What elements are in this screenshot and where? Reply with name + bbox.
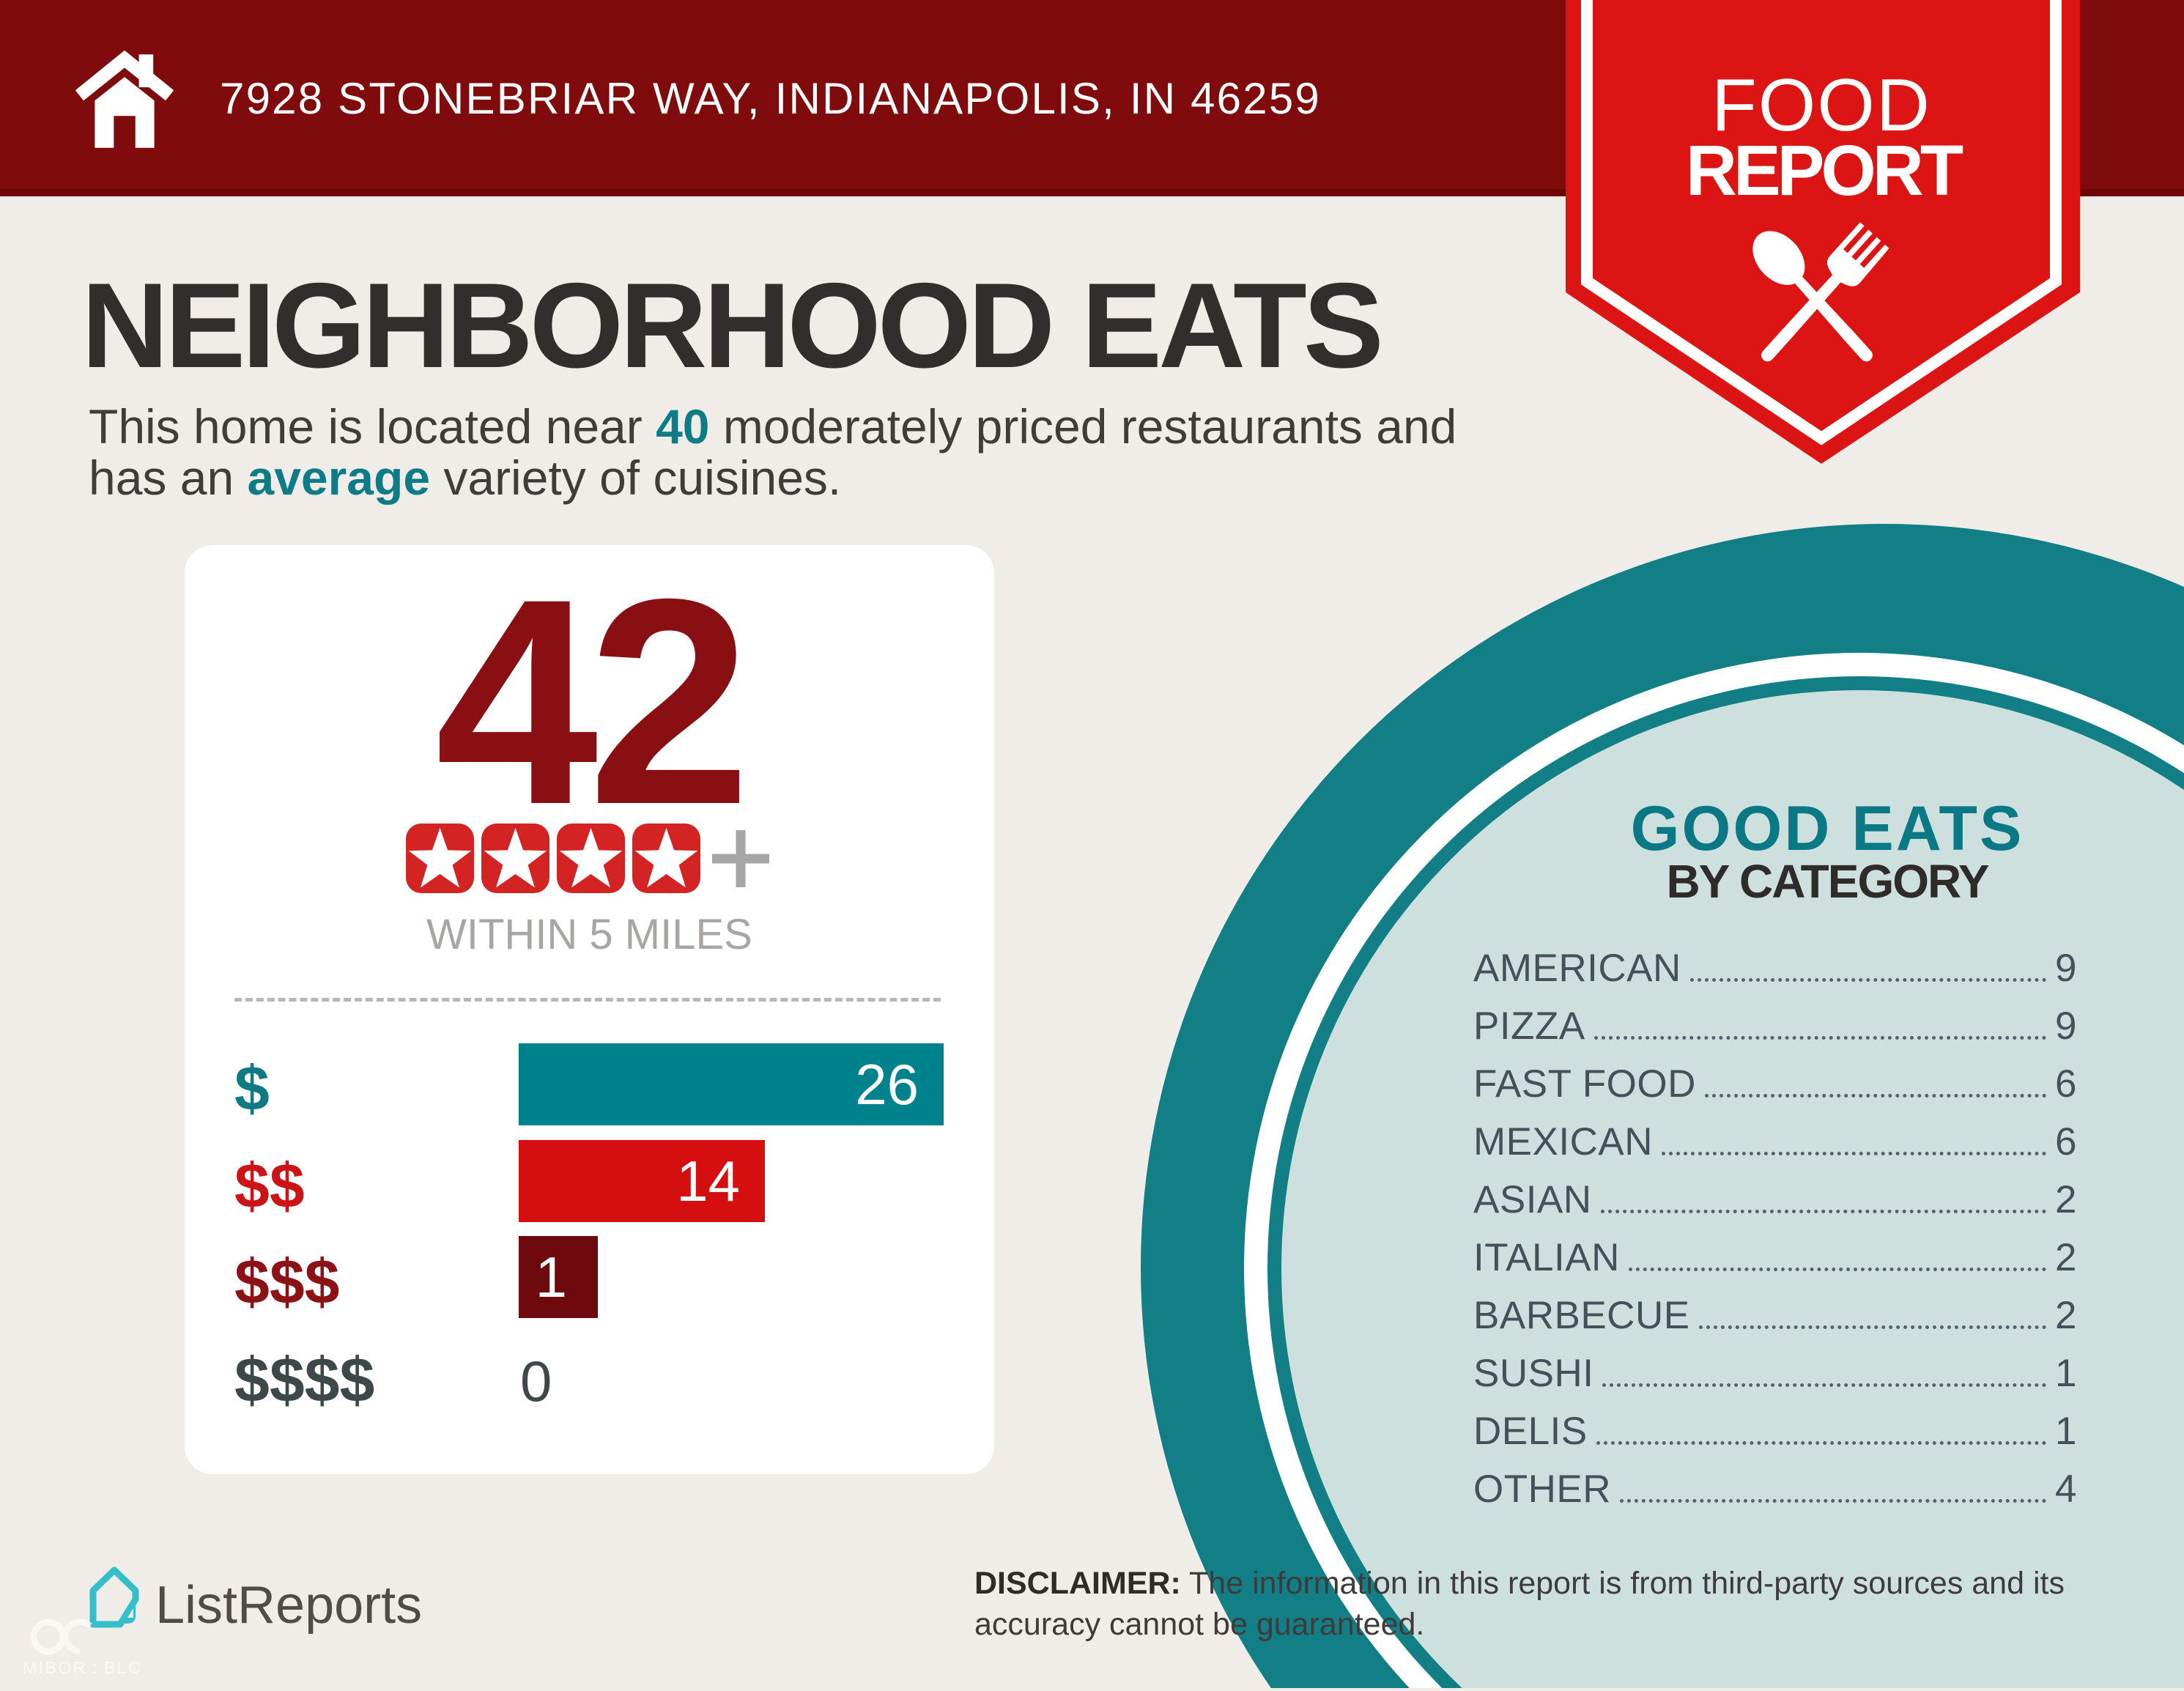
svg-text:FOOD: FOOD: [1711, 64, 1931, 147]
svg-text:MIBOR : BLC: MIBOR : BLC: [23, 1658, 142, 1677]
svg-text:REPORT: REPORT: [1686, 130, 1963, 210]
